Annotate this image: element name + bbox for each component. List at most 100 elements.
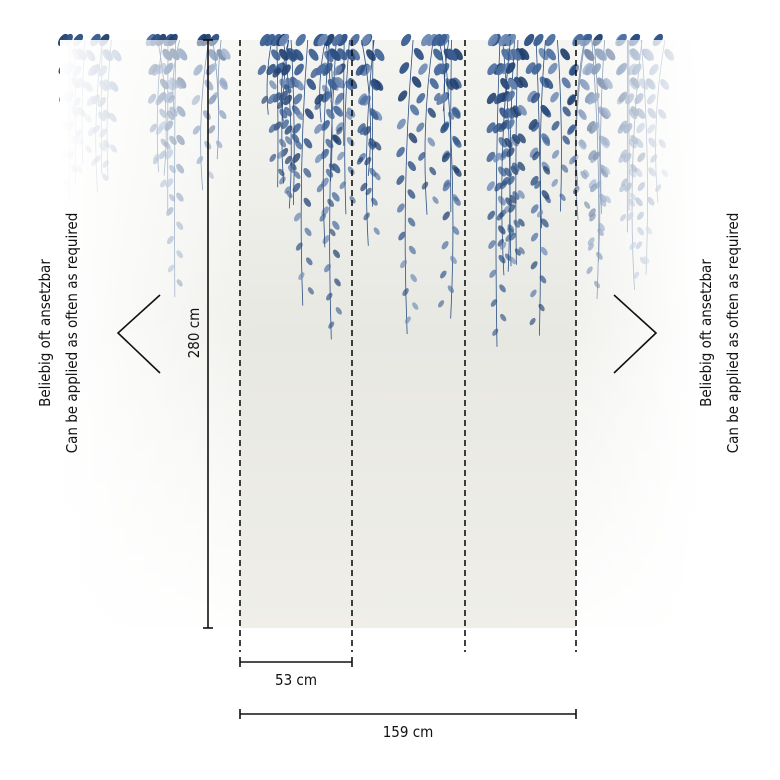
leaf [429, 78, 439, 90]
fade-right-bottom [576, 300, 700, 628]
leaf [303, 167, 312, 178]
leaf [518, 76, 529, 88]
leaf [539, 275, 547, 284]
leaf [345, 111, 353, 120]
leaf [492, 328, 499, 336]
leaf [519, 48, 530, 61]
leaf [327, 78, 338, 90]
leaf [509, 194, 517, 204]
leaf [407, 161, 417, 172]
leaf [506, 119, 515, 130]
leaf [293, 212, 302, 222]
leaf [398, 231, 406, 241]
leaf [486, 181, 495, 191]
leaf [267, 93, 277, 104]
leaf [551, 149, 560, 159]
vine [404, 39, 414, 335]
leaf [349, 195, 356, 204]
vine [319, 39, 326, 123]
height-label: 280 cm [185, 308, 203, 359]
vine [365, 39, 375, 246]
leaf [561, 164, 569, 173]
leaf [292, 93, 303, 105]
leaf [442, 211, 450, 221]
leaf [496, 63, 506, 76]
leaf [331, 192, 340, 202]
leaf [326, 108, 335, 120]
leaf [486, 151, 496, 163]
leaf [399, 62, 410, 74]
leaf [276, 100, 284, 110]
leaf [569, 155, 577, 165]
leaf [337, 151, 345, 161]
leaf [510, 165, 519, 175]
leaf [355, 64, 366, 76]
leaf [413, 47, 424, 61]
leaf [562, 135, 570, 145]
leaf [509, 232, 517, 241]
leaf [337, 33, 348, 47]
leaf [441, 240, 449, 250]
leaf [278, 33, 290, 47]
leaf [359, 95, 368, 106]
leaf [499, 107, 509, 119]
leaf [498, 33, 509, 47]
vine [361, 39, 371, 176]
leaf [328, 321, 335, 329]
vine [495, 39, 501, 347]
leaf [320, 120, 330, 131]
leaf [363, 212, 370, 221]
leaf [433, 92, 441, 102]
leaf [507, 227, 515, 236]
leaf [295, 33, 306, 47]
leaf [319, 213, 326, 222]
leaf [427, 107, 436, 118]
note-line: Beliebig oft ansetzbar [697, 259, 715, 407]
leaf [505, 33, 517, 47]
leaf [268, 123, 277, 133]
leaf [269, 80, 277, 90]
leaf [498, 254, 506, 264]
leaf [334, 278, 341, 287]
leaf [541, 218, 549, 228]
leaf [517, 161, 526, 172]
leaf [567, 125, 576, 135]
leaf [486, 122, 496, 134]
leaf [500, 78, 510, 90]
leaf [326, 292, 333, 301]
chevron-right [613, 294, 658, 374]
leaf [284, 155, 292, 165]
leaf [524, 33, 535, 47]
leaf [453, 167, 462, 177]
leaf [513, 219, 521, 228]
leaf [505, 62, 516, 74]
leaf [261, 95, 269, 104]
leaf [542, 136, 551, 147]
vine [443, 39, 454, 319]
leaf [493, 152, 502, 163]
leaf [287, 165, 295, 173]
note-line: Can be applied as often as required [63, 213, 81, 454]
leaf [295, 140, 303, 150]
leaf [532, 151, 540, 161]
leaf [451, 107, 461, 119]
leaf [396, 146, 405, 158]
leaf [336, 126, 343, 135]
vine [266, 39, 273, 115]
leaf [453, 48, 463, 61]
leaf [504, 167, 512, 177]
leaf [544, 77, 554, 89]
leaf [547, 62, 558, 75]
leaf [305, 257, 313, 266]
leaf [365, 187, 372, 196]
leaf [400, 259, 407, 269]
leaf [259, 33, 271, 47]
leaf [396, 175, 405, 185]
leaf [291, 133, 300, 143]
vine [438, 39, 446, 112]
leaf [501, 176, 510, 186]
leaf [487, 210, 496, 220]
leaf [529, 317, 536, 326]
leaf [292, 182, 301, 193]
vine [290, 39, 295, 205]
